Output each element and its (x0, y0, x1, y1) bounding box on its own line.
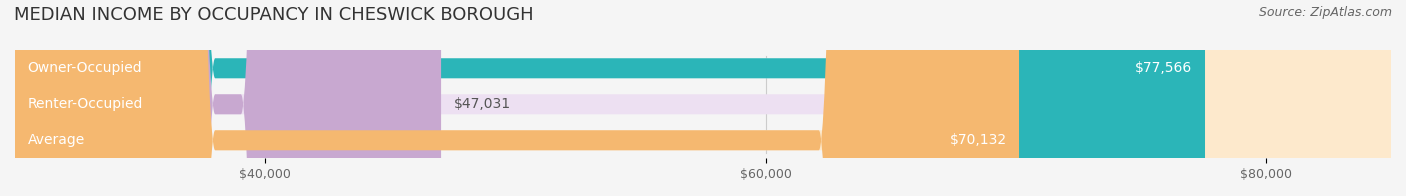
Text: Renter-Occupied: Renter-Occupied (28, 97, 143, 111)
Text: $47,031: $47,031 (454, 97, 510, 111)
FancyBboxPatch shape (15, 0, 1391, 196)
Text: $70,132: $70,132 (949, 133, 1007, 147)
Text: Source: ZipAtlas.com: Source: ZipAtlas.com (1258, 6, 1392, 19)
FancyBboxPatch shape (15, 0, 1205, 196)
Text: Average: Average (28, 133, 84, 147)
Text: $77,566: $77,566 (1135, 61, 1192, 75)
Text: MEDIAN INCOME BY OCCUPANCY IN CHESWICK BOROUGH: MEDIAN INCOME BY OCCUPANCY IN CHESWICK B… (14, 6, 534, 24)
FancyBboxPatch shape (15, 0, 1019, 196)
Text: Owner-Occupied: Owner-Occupied (28, 61, 142, 75)
FancyBboxPatch shape (15, 0, 441, 196)
FancyBboxPatch shape (15, 0, 1391, 196)
FancyBboxPatch shape (15, 0, 1391, 196)
